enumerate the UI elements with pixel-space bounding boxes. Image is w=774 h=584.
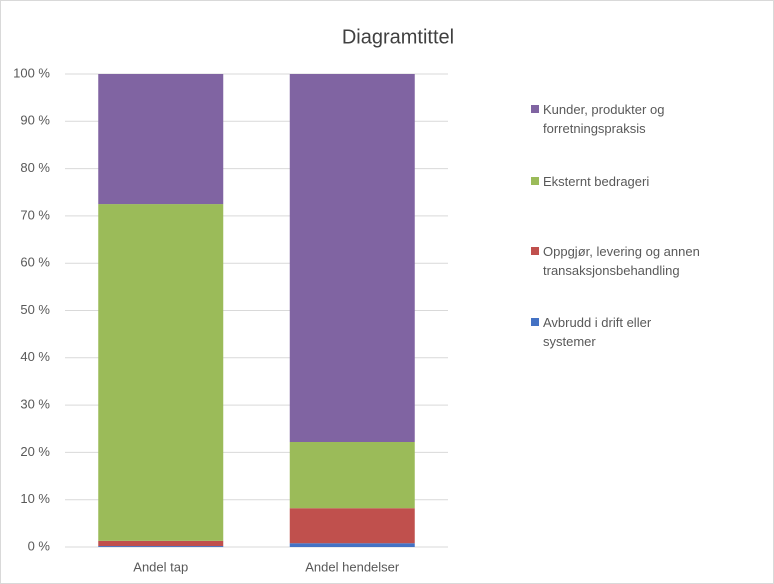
- bar-segment: [98, 540, 224, 547]
- y-tick-label: 80 %: [20, 160, 50, 175]
- chart-title: Diagramtittel: [342, 26, 454, 48]
- legend-label: Avbrudd i drift eller systemer: [543, 315, 652, 349]
- bar-segment: [289, 441, 415, 509]
- y-tick-label: 30 %: [20, 397, 50, 412]
- y-tick-label: 40 %: [20, 349, 50, 364]
- legend-swatch: [531, 177, 539, 185]
- x-tick-label: Andel hendelser: [305, 559, 400, 574]
- legend-item: Avbrudd i drift eller systemer: [531, 313, 731, 351]
- bar-segment: [289, 74, 415, 442]
- y-tick-label: 70 %: [20, 207, 50, 222]
- bar-segment: [98, 74, 224, 205]
- bar-segment: [98, 546, 224, 547]
- legend-item: Oppgjør, levering og annen transaksjonsb…: [531, 242, 731, 280]
- y-tick-label: 10 %: [20, 491, 50, 506]
- legend-item: Kunder, produkter og forretningspraksis: [531, 100, 731, 138]
- legend-label: Kunder, produkter og forretningspraksis: [543, 102, 665, 136]
- y-tick-label: 50 %: [20, 302, 50, 317]
- y-tick-label: 60 %: [20, 255, 50, 270]
- y-tick-label: 20 %: [20, 444, 50, 459]
- y-tick-label: 90 %: [20, 113, 50, 128]
- bar-segment: [289, 508, 415, 544]
- legend-swatch: [531, 105, 539, 113]
- y-tick-label: 0 %: [28, 538, 51, 553]
- legend-label: Eksternt bedrageri: [543, 174, 650, 189]
- y-tick-label: 100 %: [13, 65, 50, 80]
- legend-label: Oppgjør, levering og annen transaksjonsb…: [543, 244, 700, 278]
- legend-swatch: [531, 318, 539, 326]
- bar-segment: [98, 204, 224, 541]
- legend-item: Eksternt bedrageri: [531, 172, 731, 191]
- legend-swatch: [531, 247, 539, 255]
- x-tick-label: Andel tap: [133, 559, 188, 574]
- bar-segment: [289, 543, 415, 547]
